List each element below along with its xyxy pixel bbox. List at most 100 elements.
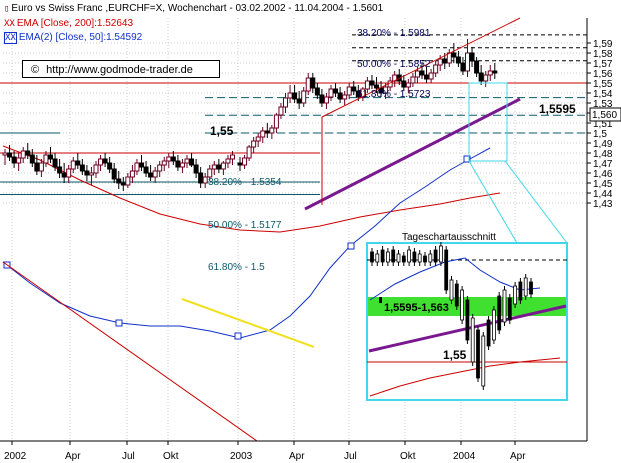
inset-candle-body [401, 255, 406, 263]
fib-lower-label: 61.80% - 1.5 [208, 262, 265, 273]
copyright-icon: © [31, 64, 40, 76]
candle-body [255, 136, 261, 142]
candle-body [38, 162, 44, 172]
candle-body [405, 82, 411, 88]
fib-upper-label: 61.80% - 1.5723 [357, 89, 431, 100]
y-tick-label: 1,51 [593, 119, 613, 130]
y-tick-label: 1,59 [593, 39, 613, 50]
x-tick-label: Okt [400, 451, 416, 462]
inset-candle-body [481, 335, 486, 387]
inset-candle-body [470, 317, 475, 363]
y-tick-label: 1,57 [593, 59, 613, 70]
fib-upper-label: 50.00% - 1.5852 [357, 59, 431, 70]
candle-body [351, 86, 357, 92]
inset-zone-marker [379, 297, 382, 303]
watermark-url: http://www.godmode-trader.de [46, 64, 193, 76]
inset-candle-body [385, 251, 390, 263]
inset-candle-body [476, 329, 480, 379]
ema50-line [2, 147, 491, 339]
y-tick-label: 1,45 [593, 179, 613, 190]
inset-candle-body [491, 309, 496, 341]
candle-body [314, 87, 320, 96]
candle-body [98, 158, 104, 166]
candle-body [442, 58, 448, 64]
candle-body [34, 162, 40, 172]
ema50-legend-text: EMA(2) [Close, 50]:1.54592 [18, 32, 143, 43]
candle-body [251, 140, 257, 148]
y-tick-label: 1,47 [593, 159, 613, 170]
inset-candle-body [407, 249, 412, 263]
candle-body [283, 97, 288, 108]
inset-candle-body [428, 253, 433, 263]
candle-body [66, 168, 72, 178]
channel-lower-line [304, 97, 521, 211]
candle-body [487, 70, 493, 76]
candle-body [88, 172, 94, 176]
candle-body [2, 152, 8, 156]
candle-body [198, 172, 204, 184]
candle-body [225, 158, 231, 164]
inset-ema200 [369, 357, 561, 397]
ema50-legend: XX EMA(2) [Close, 50]:1.54592 [4, 32, 142, 44]
candle-body [264, 130, 270, 134]
inset-candle-body [375, 253, 380, 263]
candle-body [193, 164, 199, 174]
candle-body [246, 146, 252, 159]
candle-body [323, 96, 329, 104]
inset-candle-body [417, 253, 422, 263]
inset-candle-body [518, 281, 523, 301]
x-tick-label: 2002 [4, 451, 27, 462]
callout-connector [468, 160, 518, 244]
candle-body [134, 162, 140, 172]
candle-body [305, 77, 311, 92]
y-tick-label: 1,56 [593, 69, 613, 80]
candle-body [433, 64, 439, 74]
candle-body [419, 70, 425, 76]
candle-body [25, 150, 31, 156]
y-tick-label: 1,58 [593, 49, 613, 60]
candle-body [179, 162, 185, 168]
candle-body [292, 92, 298, 100]
candle-body [43, 154, 49, 164]
y-tick-label: 1,46 [593, 169, 613, 180]
downtrend-line [2, 261, 258, 442]
candle-body [328, 88, 334, 98]
candle-body [152, 170, 158, 178]
candle-body [364, 80, 370, 90]
candle-body [116, 178, 122, 184]
x-tick-label: Okt [163, 451, 179, 462]
yellow-line [181, 298, 315, 348]
inset-candle-body [438, 245, 443, 263]
inset-candle-body [370, 251, 374, 263]
inset-level-label: 1,55 [443, 348, 467, 362]
inset-candle-body [444, 249, 449, 291]
inset-candle-body [529, 281, 533, 295]
y-tick-label: 1,54 [593, 89, 613, 100]
inset-candle-body [380, 249, 385, 263]
level-1-5595-label: 1,5595 [539, 102, 576, 116]
inset-candle-body [497, 295, 502, 331]
fib-upper-label: 38.20% - 1.5981 [357, 28, 431, 39]
inset-candle-body [449, 279, 454, 301]
candle-body [410, 76, 416, 84]
y-tick-label: 1,49 [593, 139, 613, 150]
x-tick-label: Jul [122, 451, 135, 462]
candle-body [16, 157, 22, 164]
x-tick-label: Jul [344, 451, 357, 462]
candle-body [369, 80, 375, 86]
candle-body [189, 158, 195, 166]
candle-body [166, 156, 172, 162]
inset-candle-body [391, 249, 396, 263]
candle-body [57, 166, 63, 174]
candle-body [319, 94, 325, 104]
chart-title-text: Euro vs Swiss Franc ,EURCHF=X, Wochencha… [11, 3, 384, 14]
candle-body [61, 172, 67, 178]
candle-body [346, 86, 352, 96]
fib-lower-label: 38.20% - 1.5354 [208, 177, 282, 188]
candle-body [75, 160, 81, 166]
inset-candle-body [460, 289, 465, 321]
candle-body [301, 90, 307, 104]
chart-title: ▯ Euro vs Swiss Franc ,EURCHF=X, Wochench… [4, 3, 383, 15]
candle-body [273, 114, 279, 129]
last-price-label: 1,560 [592, 110, 617, 121]
